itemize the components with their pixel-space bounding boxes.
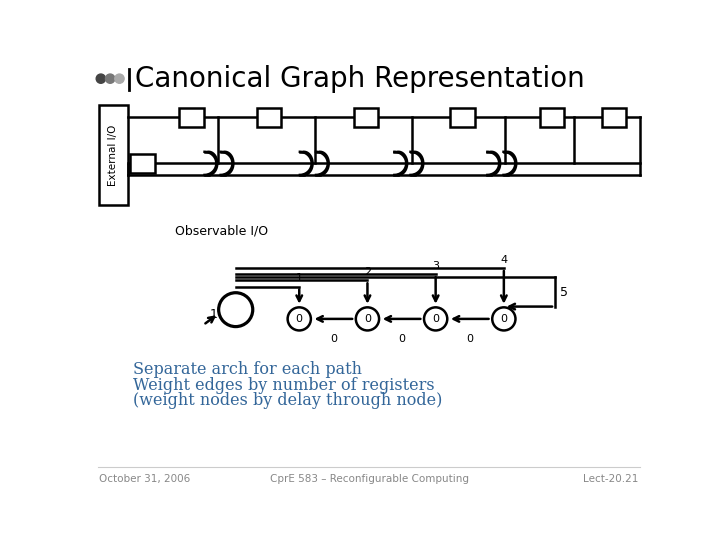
Bar: [99, 105, 128, 205]
Bar: [354, 107, 378, 127]
Text: 1: 1: [296, 273, 302, 284]
Text: Canonical Graph Representation: Canonical Graph Representation: [135, 65, 585, 93]
Text: Observable I/O: Observable I/O: [175, 225, 269, 238]
Text: 3: 3: [432, 261, 439, 271]
Circle shape: [114, 74, 124, 83]
Text: Weight edges by number of registers: Weight edges by number of registers: [132, 377, 434, 394]
Text: 0: 0: [364, 314, 371, 324]
Circle shape: [356, 307, 379, 330]
Circle shape: [96, 74, 106, 83]
Text: CprE 583 – Reconfigurable Computing: CprE 583 – Reconfigurable Computing: [269, 475, 469, 484]
Circle shape: [106, 74, 114, 83]
Text: 0: 0: [398, 334, 405, 345]
Bar: [130, 154, 155, 173]
Bar: [96, 96, 642, 215]
Text: 0: 0: [432, 314, 439, 324]
Text: 2: 2: [364, 267, 371, 278]
Bar: [539, 107, 564, 127]
Text: 0: 0: [467, 334, 473, 345]
Text: 4: 4: [500, 255, 508, 265]
Bar: [601, 107, 626, 127]
Text: 5: 5: [560, 286, 568, 299]
Circle shape: [287, 307, 311, 330]
Circle shape: [424, 307, 447, 330]
Text: October 31, 2006: October 31, 2006: [99, 475, 191, 484]
Bar: [451, 107, 475, 127]
Text: 0: 0: [330, 334, 337, 345]
Text: Separate arch for each path: Separate arch for each path: [132, 361, 361, 378]
Text: Lect-20.21: Lect-20.21: [583, 475, 639, 484]
Bar: [179, 107, 204, 127]
Text: 0: 0: [500, 314, 508, 324]
Text: 0: 0: [296, 314, 302, 324]
Text: (weight nodes by delay through node): (weight nodes by delay through node): [132, 392, 442, 409]
Text: 1: 1: [210, 308, 218, 321]
Bar: [256, 107, 282, 127]
Circle shape: [492, 307, 516, 330]
Circle shape: [219, 293, 253, 327]
Text: External I/O: External I/O: [108, 124, 118, 186]
